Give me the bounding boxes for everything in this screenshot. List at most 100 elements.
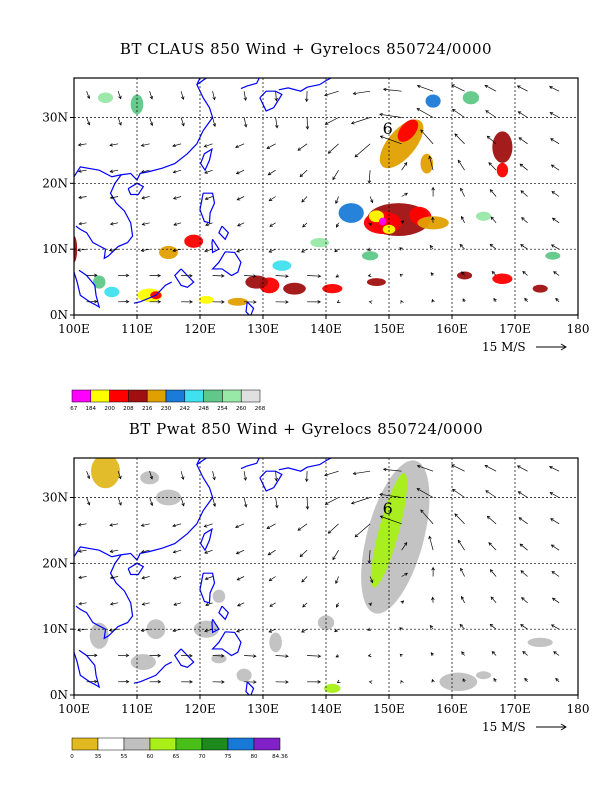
panel1-wind-arrow [484, 85, 497, 92]
panel1-wind-arrowhead [520, 244, 524, 248]
panel1-wind-arrowhead [118, 122, 122, 126]
panel1-vector-ref-label: 15 M/S [482, 340, 526, 354]
panel1-wind-arrow [268, 169, 276, 176]
panel1-wind-arrow [383, 88, 402, 92]
panel1-wind-arrowhead [77, 143, 82, 147]
panel2-wind-arrow [555, 678, 560, 683]
panel2-wind-arrowhead [125, 653, 130, 658]
panel1-wind-arrowhead [335, 224, 340, 228]
panel2-wind-arrow [110, 549, 119, 553]
panel1-wind-arrowhead [109, 195, 114, 200]
panel2-wind-arrow [429, 625, 434, 630]
panel1-wind-arrow [417, 85, 434, 92]
panel1-wind-arrow [379, 113, 402, 118]
panel1-wind-arrow [487, 136, 497, 145]
panel1-wind-arrow [86, 117, 90, 125]
panel2-shading-cell [212, 589, 226, 603]
panel2-lat-label: 30N [42, 491, 68, 505]
panel2-wind-arrowhead [431, 566, 435, 571]
panel1-coastline [245, 301, 255, 315]
panel1-wind-arrowhead [149, 95, 154, 100]
panel2-wind-arrowhead [205, 602, 209, 607]
panel2-wind-arrow [379, 493, 402, 498]
panel1-wind-arrowhead [301, 249, 305, 253]
panel1-wind-arrowhead [189, 300, 193, 304]
panel1-wind-arrowhead [516, 85, 521, 89]
panel1-lon-label: 110E [121, 322, 153, 336]
panel1-shading-cell [425, 94, 441, 108]
panel1-wind-arrow [429, 245, 434, 250]
panel2-wind-arrowhead [370, 579, 374, 584]
panel1-wind-arrowhead [493, 297, 497, 302]
panel1-wind-arrowhead [237, 223, 241, 227]
panel1-wind-arrowhead [454, 133, 458, 137]
panel1-wind-arrowhead [370, 199, 374, 204]
panel1-wind-arrowhead [301, 198, 305, 203]
panel1-wind-arrowhead [140, 143, 145, 147]
panel2-wind-arrowhead [368, 602, 372, 607]
panel2-wind-arrowhead [454, 513, 458, 517]
panel2-wind-arrowhead [109, 549, 114, 553]
panel1-wind-arrow [551, 164, 560, 171]
panel1-shading-cell [227, 297, 248, 306]
panel2-wind-arrowhead [172, 550, 177, 554]
panel2-wind-arrow [236, 628, 245, 632]
panel1-wind-arrow [489, 244, 497, 250]
panel2-wind-arrow [332, 549, 339, 560]
panel1-wind-arrow [488, 162, 497, 171]
panel2-wind-arrowhead [118, 475, 122, 480]
panel1-wind-arrow [205, 196, 213, 200]
panel1-wind-arrow [452, 108, 465, 118]
panel1-wind-arrow [149, 91, 153, 100]
panel1-wind-arrow [302, 222, 308, 228]
panel2-wind-arrowhead [403, 542, 408, 546]
panel1-wind-arrowhead [78, 195, 82, 200]
panel1-wind-arrow [324, 90, 339, 96]
panel1-wind-arrow [275, 275, 289, 277]
panel2-wind-arrow [275, 497, 278, 508]
panel1-wind-arrowhead [212, 96, 216, 101]
panel2-wind-arrowhead [109, 523, 113, 527]
panel1-wind-arrowhead [172, 196, 177, 200]
panel1-wind-arrow [457, 160, 465, 171]
panel2-wind-arrowhead [553, 651, 557, 655]
panel1-wind-arrowhead [550, 138, 554, 142]
panel1-colorbar-swatch [109, 389, 129, 403]
panel1-wind-arrow [522, 271, 528, 276]
panel1-wind-arrowhead [460, 187, 464, 192]
panel1-wind-arrowhead [460, 215, 465, 220]
panel2-wind-arrow [521, 597, 528, 604]
panel2-colorbar: 0 35 55 60 65 70 75 80 84.36 [70, 737, 288, 760]
panel2-wind-arrow [518, 517, 528, 525]
panel1-wind-arrow [332, 169, 339, 180]
panel1-shading-cell [361, 251, 379, 261]
panel2-wind-arrowhead [204, 550, 208, 554]
panel1-wind-arrowhead [549, 86, 553, 90]
panel2-wind-arrowhead [517, 491, 522, 495]
panel2-wind-arrowhead [519, 543, 524, 547]
panel2-wind-arrowhead [404, 572, 408, 576]
panel1-wind-arrow [520, 244, 528, 250]
panel2-wind-arrow [549, 466, 560, 472]
panel2-wind-arrowhead [521, 597, 525, 601]
panel2-wind-arrow [307, 655, 321, 657]
panel2-wind-arrowhead [460, 595, 465, 600]
panel2-wind-arrow [451, 464, 465, 472]
panel1-wind-arrow [336, 222, 339, 228]
panel1-wind-arrow [110, 222, 119, 225]
panel2-coastline [211, 631, 242, 657]
panel2-wind-arrow [77, 628, 87, 631]
panel1-wind-arrowhead [305, 126, 310, 130]
panel1-shading-cell [245, 275, 269, 289]
panel1-colorbar-swatch [71, 389, 92, 403]
panel2-colorbar-label: 55 [121, 754, 128, 760]
panel1-coastline [74, 78, 214, 182]
panel2-wind-arrow [328, 523, 339, 534]
panel1-lon-label: 180 [567, 322, 590, 336]
panel1-wind-arrowhead [379, 112, 383, 117]
panel2-wind-arrowhead [457, 539, 462, 544]
panel1-shading-cell [104, 286, 120, 298]
panel1-wind-arrowhead [212, 123, 217, 127]
panel2-wind-arrowhead [430, 652, 435, 656]
panel1-shading-cell [97, 92, 114, 104]
